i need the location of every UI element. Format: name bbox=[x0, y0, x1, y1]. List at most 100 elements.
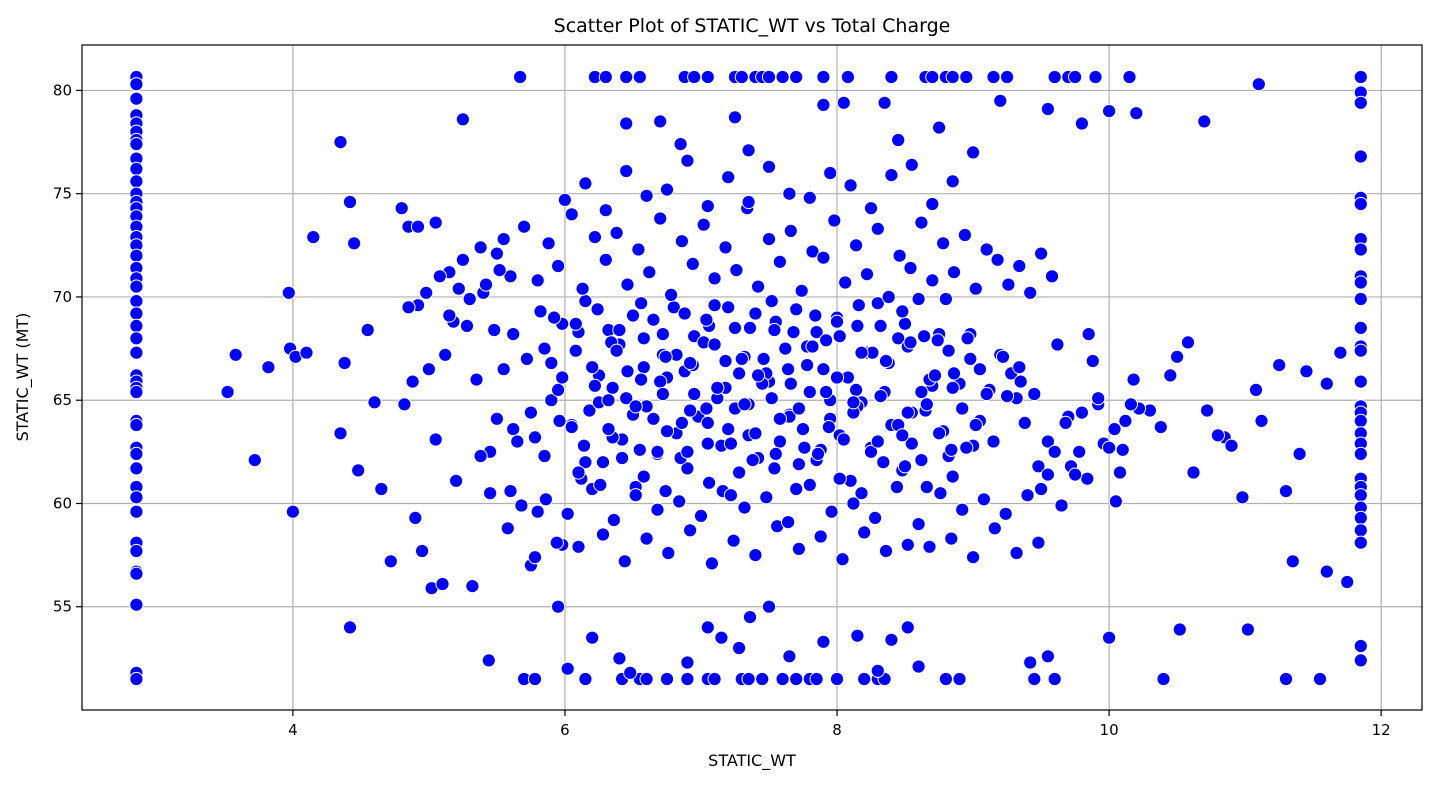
scatter-point bbox=[129, 161, 144, 176]
scatter-point bbox=[506, 327, 521, 342]
scatter-point bbox=[952, 671, 967, 687]
scatter-point bbox=[1210, 428, 1226, 443]
scatter-point bbox=[723, 488, 739, 503]
scatter-point bbox=[756, 351, 771, 366]
scatter-point bbox=[851, 298, 866, 313]
scatter-point bbox=[664, 287, 679, 302]
scatter-point bbox=[1126, 372, 1141, 387]
scatter-point bbox=[419, 285, 434, 300]
scatter-point bbox=[555, 370, 570, 385]
scatter-point bbox=[1047, 444, 1062, 459]
scatter-point bbox=[333, 426, 348, 441]
scatter-point bbox=[1031, 459, 1046, 474]
scatter-point bbox=[755, 671, 770, 687]
scatter-point bbox=[598, 69, 613, 85]
scatter-point bbox=[530, 504, 545, 519]
scatter-point bbox=[129, 446, 144, 461]
scatter-point bbox=[1353, 535, 1368, 550]
scatter-point bbox=[914, 453, 929, 468]
scatter-point bbox=[1163, 368, 1178, 383]
scatter-point bbox=[1040, 649, 1056, 664]
scatter-point bbox=[897, 459, 913, 474]
scatter-point bbox=[615, 450, 630, 466]
scatter-point bbox=[503, 484, 518, 499]
scatter-point bbox=[481, 653, 496, 668]
scatter-point bbox=[700, 620, 715, 635]
scatter-point bbox=[281, 285, 296, 300]
scatter-point bbox=[639, 671, 654, 687]
scatter-point bbox=[1272, 358, 1287, 373]
scatter-point bbox=[1172, 622, 1187, 637]
scatter-point bbox=[585, 360, 600, 375]
scatter-point bbox=[903, 260, 918, 276]
scatter-point bbox=[946, 265, 962, 280]
scatter-point bbox=[639, 188, 654, 203]
scatter-point bbox=[544, 393, 559, 408]
scatter-point bbox=[636, 331, 651, 346]
scatter-point bbox=[1012, 258, 1027, 274]
scatter-point bbox=[653, 114, 668, 129]
scatter-point bbox=[944, 531, 959, 546]
scatter-point bbox=[791, 541, 807, 557]
scatter-point bbox=[836, 95, 851, 110]
scatter-point bbox=[564, 207, 579, 222]
scatter-point bbox=[699, 312, 714, 327]
scatter-point bbox=[1068, 467, 1083, 482]
scatter-point bbox=[129, 294, 144, 309]
scatter-point bbox=[506, 422, 521, 437]
scatter-point bbox=[1040, 434, 1056, 449]
scatter-point bbox=[868, 510, 883, 526]
scatter-point bbox=[764, 391, 779, 406]
scatter-point bbox=[884, 69, 899, 85]
scatter-point bbox=[129, 490, 144, 505]
scatter-point bbox=[914, 384, 929, 400]
scatter-point bbox=[772, 434, 788, 449]
scatter-point bbox=[917, 329, 932, 344]
x-tick-label: 6 bbox=[560, 721, 570, 739]
scatter-point bbox=[960, 331, 975, 346]
scatter-point bbox=[487, 322, 502, 338]
scatter-point bbox=[661, 545, 676, 561]
scatter-point bbox=[925, 196, 940, 212]
scatter-point bbox=[700, 69, 715, 85]
scatter-point bbox=[1123, 397, 1139, 412]
scatter-point bbox=[1102, 630, 1117, 645]
scatter-point bbox=[995, 349, 1011, 364]
scatter-point bbox=[374, 481, 389, 497]
scatter-point bbox=[772, 411, 788, 426]
scatter-point bbox=[634, 296, 649, 311]
scatter-point bbox=[1074, 116, 1090, 131]
scatter-point bbox=[800, 358, 815, 373]
scatter-point bbox=[927, 368, 943, 383]
scatter-point bbox=[945, 174, 960, 189]
scatter-point bbox=[1085, 353, 1100, 369]
scatter-point bbox=[699, 401, 714, 416]
scatter-point bbox=[465, 579, 480, 594]
scatter-point bbox=[503, 269, 518, 284]
scatter-point bbox=[838, 275, 853, 290]
scatter-point bbox=[836, 432, 851, 447]
scatter-point bbox=[835, 552, 850, 567]
scatter-point bbox=[367, 395, 382, 410]
scatter-point bbox=[751, 368, 766, 383]
y-tick-label: 70 bbox=[53, 288, 72, 306]
scatter-point bbox=[742, 320, 758, 335]
scatter-point bbox=[619, 391, 634, 406]
scatter-point bbox=[685, 256, 700, 271]
scatter-point bbox=[544, 355, 559, 371]
scatter-point bbox=[129, 543, 144, 559]
scatter-point bbox=[1122, 69, 1137, 85]
scatter-point bbox=[966, 550, 981, 565]
scatter-point bbox=[900, 620, 915, 635]
scatter-point bbox=[636, 360, 651, 375]
scatter-point bbox=[438, 347, 453, 362]
scatter-point bbox=[859, 267, 875, 282]
scatter-point bbox=[587, 230, 603, 245]
scatter-point bbox=[575, 281, 590, 296]
scatter-point bbox=[816, 250, 831, 265]
scatter-point bbox=[1091, 391, 1106, 406]
scatter-point bbox=[598, 252, 613, 267]
scatter-point bbox=[778, 341, 793, 356]
scatter-point bbox=[595, 527, 611, 542]
scatter-point bbox=[1054, 498, 1069, 513]
